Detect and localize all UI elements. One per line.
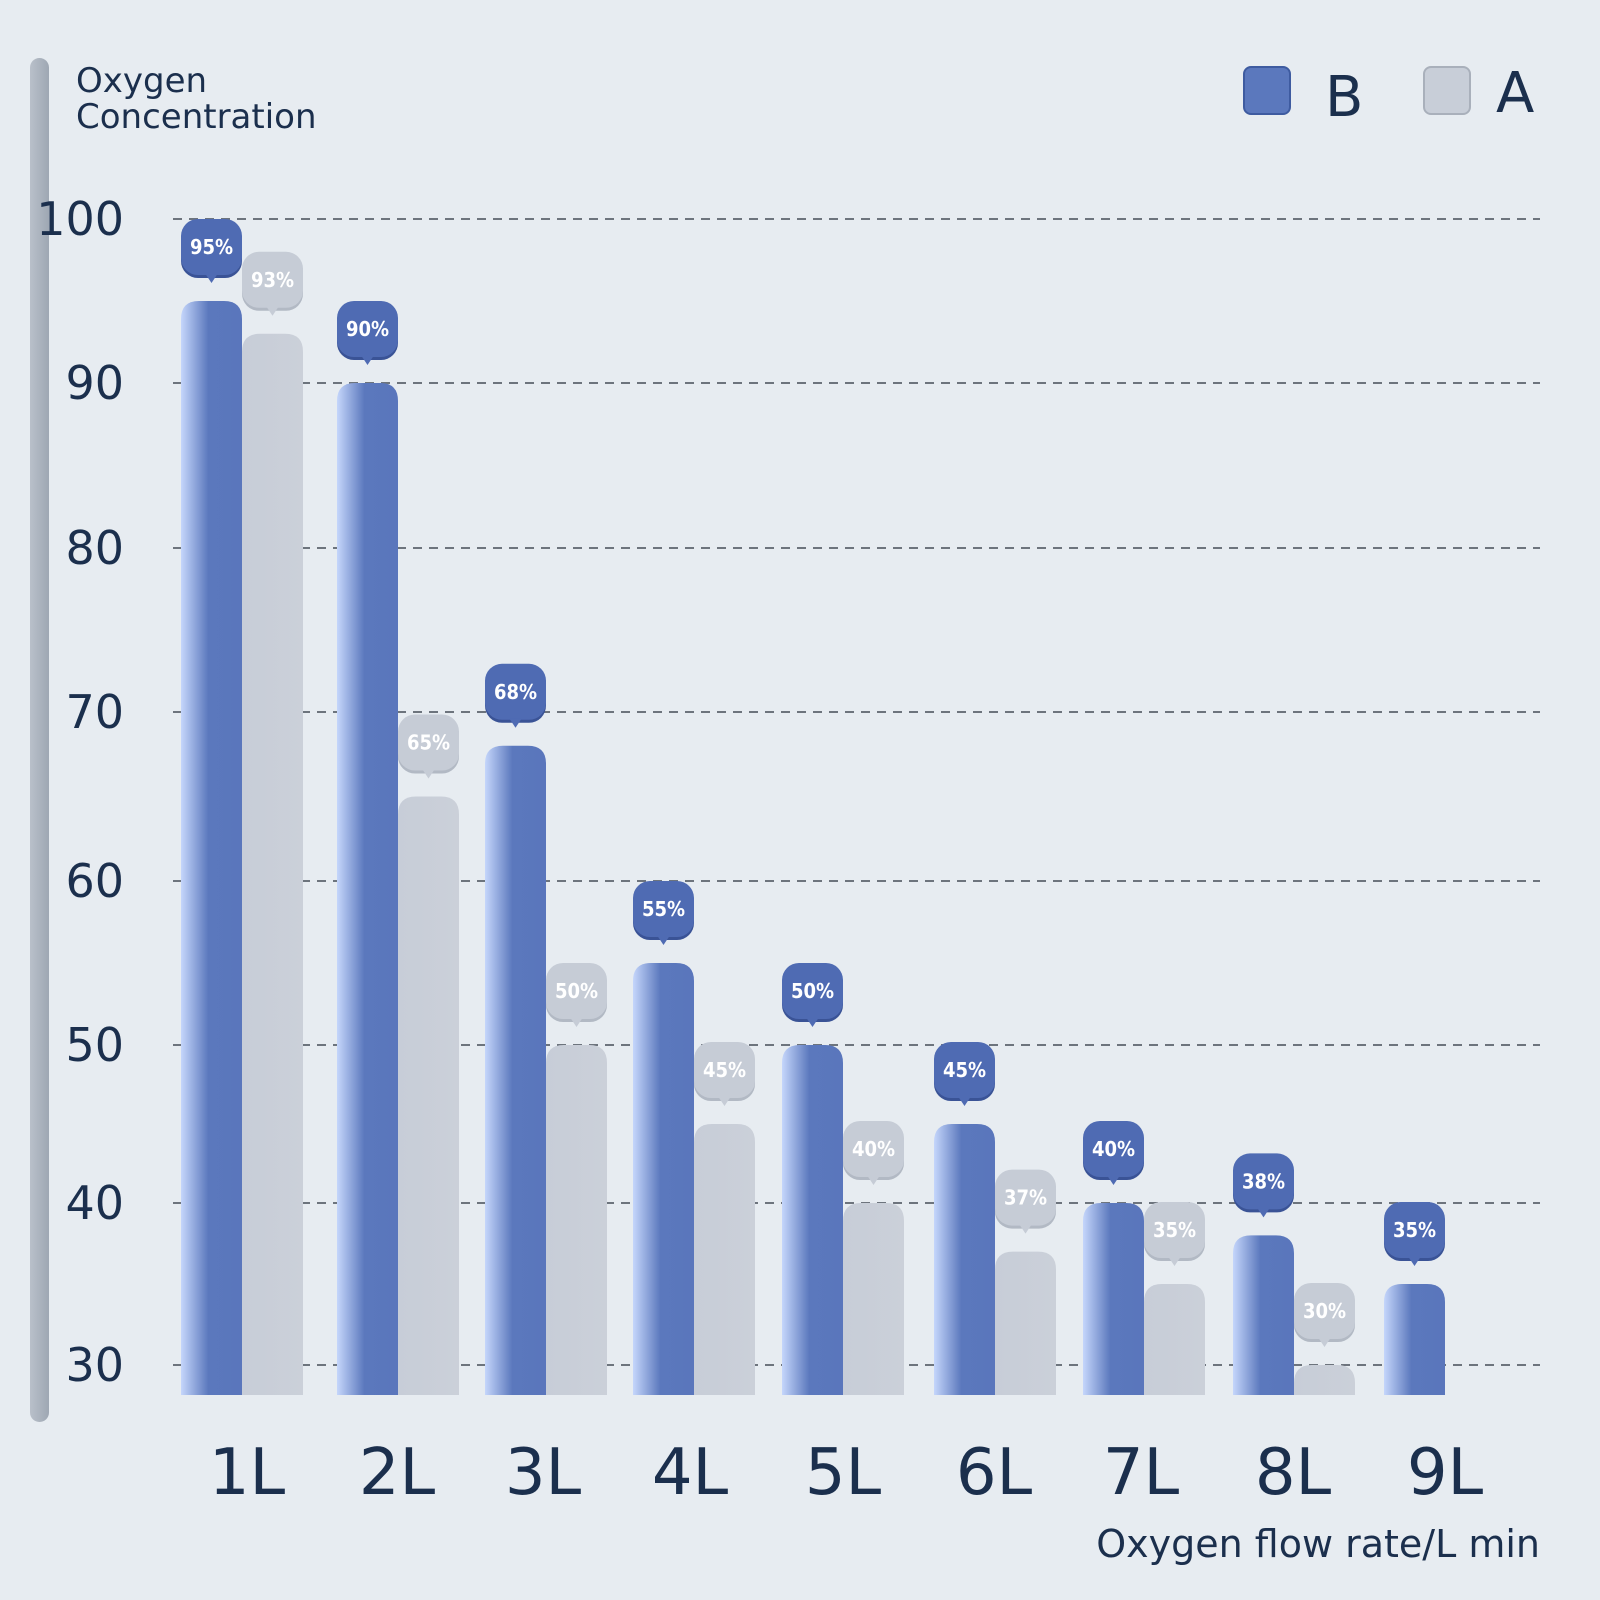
bar-a-3L <box>546 1045 607 1395</box>
x-tick-label: 5L <box>805 1436 882 1510</box>
data-label-a: 93% <box>242 251 303 316</box>
y-axis-title-line-1: Oxygen <box>76 61 207 101</box>
y-tick-label: 70 <box>65 685 124 739</box>
data-label-text: 35% <box>1153 1218 1196 1242</box>
data-label-text: 65% <box>407 731 450 755</box>
data-label-text: 45% <box>703 1058 746 1082</box>
data-label-a: 45% <box>694 1042 755 1106</box>
y-tick-label: 100 <box>36 192 124 246</box>
data-label-b: 95% <box>181 219 242 283</box>
data-label-b: 45% <box>934 1042 995 1106</box>
bar-a-8L <box>1294 1365 1355 1395</box>
y-tick-labels: 30 40 50 60 70 80 90 100 <box>36 192 124 1392</box>
data-label-a: 35% <box>1144 1202 1205 1266</box>
x-tick-label: 3L <box>505 1436 582 1510</box>
y-axis-title: Oxygen Concentration <box>76 61 317 137</box>
data-label-a: 50% <box>546 963 607 1027</box>
data-label-b: 68% <box>485 663 546 728</box>
data-label-text: 90% <box>346 317 389 341</box>
data-label-b: 35% <box>1384 1202 1445 1266</box>
data-labels: 95% 90% 68% 55% 50% 45% 40% 38% 35% 93% 65% 50% 45% 4… <box>181 219 1445 1347</box>
data-label-text: 37% <box>1004 1186 1047 1210</box>
bar-b-3L <box>485 745 546 1395</box>
x-tick-label: 2L <box>359 1436 436 1510</box>
data-label-text: 93% <box>251 268 294 292</box>
data-label-b: 90% <box>337 301 398 365</box>
data-label-b: 40% <box>1083 1121 1144 1185</box>
data-label-text: 35% <box>1393 1218 1436 1242</box>
x-tick-label: 9L <box>1407 1436 1484 1510</box>
bar-b-5L <box>782 1045 843 1395</box>
data-label-text: 45% <box>943 1058 986 1082</box>
bar-b-9L <box>1384 1284 1445 1395</box>
y-tick-label: 80 <box>65 521 124 575</box>
x-tick-label: 4L <box>652 1436 729 1510</box>
data-label-text: 50% <box>791 979 834 1003</box>
data-label-a: 65% <box>398 714 459 779</box>
bar-b-2L <box>337 383 398 1395</box>
bars <box>181 301 1445 1395</box>
x-tick-label: 8L <box>1255 1436 1332 1510</box>
data-label-text: 40% <box>1092 1137 1135 1161</box>
x-axis-title: Oxygen flow rate/L min <box>1096 1522 1540 1566</box>
bar-b-7L <box>1083 1203 1144 1395</box>
bar-b-8L <box>1233 1235 1294 1395</box>
y-tick-label: 60 <box>65 854 124 908</box>
data-label-text: 50% <box>555 979 598 1003</box>
data-label-text: 30% <box>1303 1299 1346 1323</box>
legend-label-a: A <box>1496 61 1534 126</box>
bar-b-4L <box>633 963 694 1395</box>
data-label-a: 37% <box>995 1169 1056 1234</box>
bar-a-6L <box>995 1251 1056 1395</box>
legend: B A <box>1243 61 1534 130</box>
data-label-a: 30% <box>1294 1283 1355 1347</box>
data-label-b: 38% <box>1233 1153 1294 1218</box>
y-tick-label: 90 <box>65 356 124 410</box>
bar-a-1L <box>242 333 303 1395</box>
bar-a-7L <box>1144 1284 1205 1395</box>
data-label-text: 95% <box>190 235 233 259</box>
bar-b-6L <box>934 1124 995 1395</box>
data-label-b: 50% <box>782 963 843 1027</box>
y-tick-label: 40 <box>65 1176 124 1230</box>
data-label-b: 55% <box>633 881 694 945</box>
legend-label-b: B <box>1325 65 1363 130</box>
x-tick-label: 1L <box>209 1436 286 1510</box>
bar-a-2L <box>398 796 459 1395</box>
data-label-text: 40% <box>852 1137 895 1161</box>
bar-b-1L <box>181 301 242 1395</box>
data-label-text: 38% <box>1242 1169 1285 1193</box>
x-tick-labels: 1L 2L 3L 4L 5L 6L 7L 8L 9L <box>209 1436 1484 1510</box>
legend-swatch-a <box>1423 66 1471 115</box>
legend-swatch-b <box>1243 66 1291 115</box>
data-label-a: 40% <box>843 1121 904 1185</box>
bar-a-4L <box>694 1124 755 1395</box>
data-label-text: 55% <box>642 897 685 921</box>
y-tick-label: 30 <box>65 1338 124 1392</box>
y-axis-bar <box>30 58 49 1422</box>
y-axis-title-line-2: Concentration <box>76 97 317 137</box>
data-label-text: 68% <box>494 680 537 704</box>
bar-a-5L <box>843 1203 904 1395</box>
x-tick-label: 7L <box>1103 1436 1180 1510</box>
x-tick-label: 6L <box>956 1436 1033 1510</box>
y-tick-label: 50 <box>65 1018 124 1072</box>
